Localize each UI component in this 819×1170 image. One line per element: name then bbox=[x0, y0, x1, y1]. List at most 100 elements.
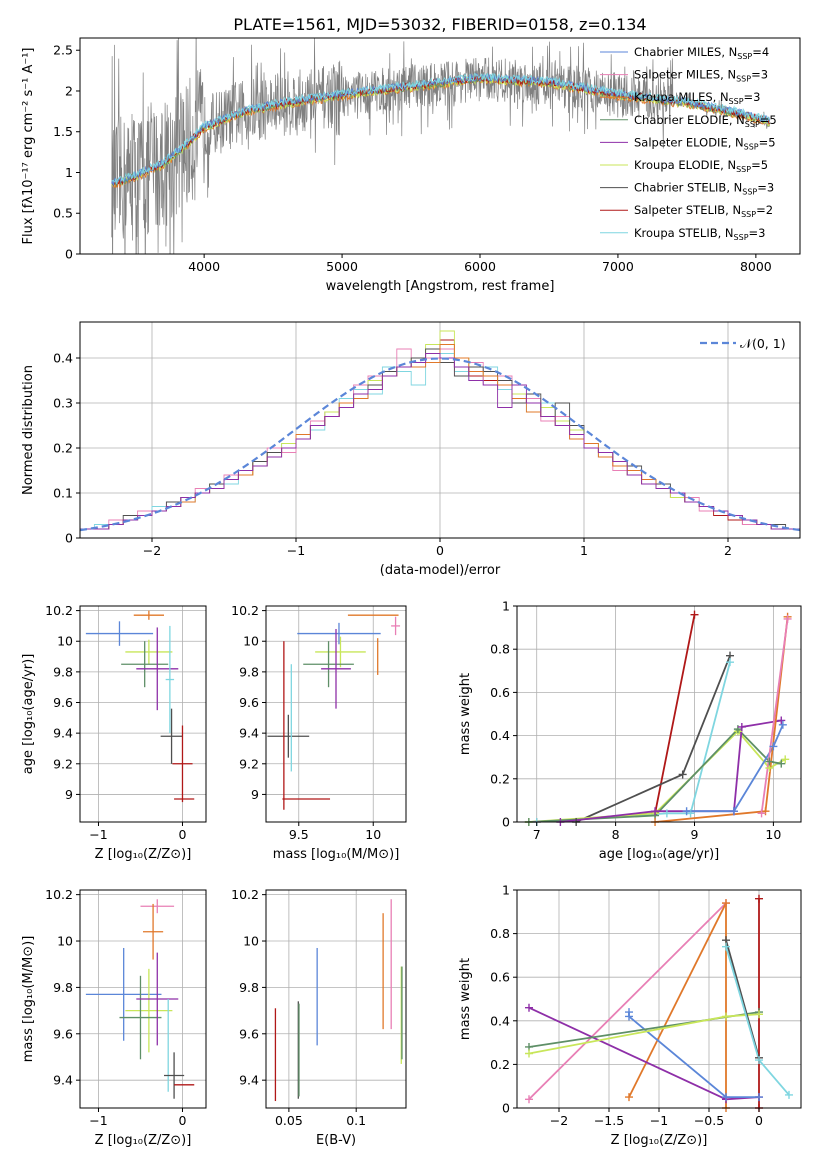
x-tick-label: 10 bbox=[365, 827, 381, 842]
x-tick-label: 9.5 bbox=[289, 827, 309, 842]
panel-mass_vs_Z: −1 0 9.4 9.6 9.8 10 10.2 Z [log₁₀(Z/Z⊙)] mass [l… bbox=[21, 887, 207, 1148]
weight-marker bbox=[525, 1003, 533, 1012]
y-tick-label: 0.6 bbox=[490, 970, 510, 985]
weight-series bbox=[528, 729, 786, 822]
y-tick-label: 9 bbox=[65, 787, 73, 802]
legend-label: Salpeter MILES, NSSP=3 bbox=[634, 68, 768, 84]
x-tick-label: 0 bbox=[436, 543, 444, 558]
weight-series bbox=[536, 661, 731, 822]
weight-series bbox=[654, 616, 789, 822]
x-tick-label: 7000 bbox=[602, 259, 634, 274]
weight-marker bbox=[525, 1095, 533, 1104]
y-tick-label: 0 bbox=[65, 247, 73, 262]
y-tick-label: 9.6 bbox=[239, 1026, 259, 1041]
y-tick-label: 10.2 bbox=[45, 887, 73, 902]
legend-label: Salpeter STELIB, NSSP=2 bbox=[634, 203, 773, 219]
x-axis-label: age [log₁₀(age/yr)] bbox=[599, 847, 720, 862]
y-tick-label: 0.8 bbox=[490, 642, 510, 657]
panel-age_vs_Z: −1 0 9 9.2 9.4 9.6 9.8 10 10.2 Z [log₁₀(Z/Z⊙)] age… bbox=[21, 603, 207, 862]
legend-label: Chabrier STELIB, NSSP=3 bbox=[634, 181, 774, 197]
x-tick-label: 0.1 bbox=[346, 1113, 366, 1128]
x-tick-label: 2 bbox=[724, 543, 732, 558]
panel-residuals: −2 −1 0 1 2 0 0.1 0.2 0.3 0.4 (data-model)/error No… bbox=[21, 321, 801, 578]
y-axis-label: mass [log₁₀(M/M⊙)] bbox=[21, 936, 36, 1063]
observed-spectrum bbox=[111, 38, 771, 254]
legend-label: 𝒩(0, 1) bbox=[740, 336, 786, 351]
y-tick-label: 10 bbox=[243, 934, 259, 949]
x-tick-label: 8000 bbox=[740, 259, 772, 274]
x-tick-label: −1 bbox=[89, 1113, 107, 1128]
y-tick-label: 9 bbox=[251, 787, 259, 802]
y-tick-label: 9.8 bbox=[239, 664, 259, 679]
axes-frame bbox=[516, 605, 802, 823]
plot-area bbox=[267, 614, 401, 810]
legend-label: Chabrier MILES, NSSP=4 bbox=[634, 45, 769, 61]
x-tick-label: −1.5 bbox=[594, 1113, 624, 1128]
x-axis-label: Z [log₁₀(Z/Z⊙)] bbox=[95, 847, 192, 862]
y-tick-label: 9.8 bbox=[53, 980, 73, 995]
legend-label: Salpeter ELODIE, NSSP=5 bbox=[634, 135, 776, 151]
weight-marker bbox=[690, 610, 699, 619]
weight-series bbox=[528, 902, 727, 1100]
y-tick-label: 10 bbox=[57, 934, 73, 949]
y-tick-label: 10.2 bbox=[231, 603, 259, 618]
y-axis-label: Flux [fλ10⁻¹⁷ erg cm⁻² s⁻¹ A⁻¹] bbox=[21, 48, 36, 245]
y-tick-label: 10.2 bbox=[45, 603, 73, 618]
plot-area bbox=[85, 899, 195, 1099]
x-tick-label: 4000 bbox=[188, 259, 220, 274]
panel-weight_vs_Z: −2 −1.5 −1 −0.5 0 0 0.2 0.4 0.6 0.8 1 Z [log₁₀(Z/Z⊙… bbox=[458, 883, 802, 1148]
y-tick-label: 9.4 bbox=[239, 1073, 259, 1088]
weight-marker bbox=[755, 1056, 763, 1065]
weight-marker bbox=[722, 899, 730, 908]
panel-spectrum: 4000 5000 6000 7000 8000 0 0.5 1 1.5 2 2.5 waveleng… bbox=[21, 37, 801, 294]
axes-frame bbox=[79, 37, 801, 255]
y-tick-label: 10 bbox=[243, 634, 259, 649]
y-tick-label: 2 bbox=[65, 83, 73, 98]
x-axis-label: Z [log₁₀(Z/Z⊙)] bbox=[95, 1133, 192, 1148]
y-tick-label: 0.4 bbox=[53, 351, 73, 366]
x-tick-label: −1 bbox=[287, 543, 305, 558]
x-tick-label: 10 bbox=[765, 827, 781, 842]
y-tick-label: 0.8 bbox=[490, 926, 510, 941]
plot-area bbox=[528, 614, 789, 822]
weight-marker bbox=[651, 807, 660, 816]
weight-marker bbox=[625, 1093, 633, 1102]
x-tick-label: 1 bbox=[580, 543, 588, 558]
x-axis-label: (data-model)/error bbox=[380, 563, 501, 578]
plot-area bbox=[85, 610, 195, 803]
gridlines bbox=[266, 890, 406, 1108]
weight-marker bbox=[662, 809, 671, 818]
x-tick-label: −1 bbox=[650, 1113, 668, 1128]
y-tick-label: 0.1 bbox=[53, 486, 73, 501]
weight-series bbox=[528, 1006, 760, 1101]
weight-marker bbox=[737, 722, 746, 731]
weight-marker bbox=[778, 720, 787, 729]
axes-frame bbox=[79, 889, 207, 1109]
axes-frame bbox=[265, 889, 407, 1109]
weight-marker bbox=[781, 755, 790, 764]
x-tick-label: 8 bbox=[612, 827, 620, 842]
y-axis-label: Normed distribution bbox=[21, 365, 36, 495]
x-axis-label: Z [log₁₀(Z/Z⊙)] bbox=[611, 1133, 708, 1148]
plot-area bbox=[274, 899, 403, 1102]
y-tick-label: 2.5 bbox=[53, 43, 73, 58]
gridlines bbox=[80, 606, 206, 822]
x-tick-label: −0.5 bbox=[694, 1113, 724, 1128]
axes-frame bbox=[265, 605, 407, 823]
x-tick-label: 0 bbox=[179, 1113, 187, 1128]
y-tick-label: 1 bbox=[502, 883, 510, 898]
y-tick-label: 0 bbox=[502, 1101, 510, 1116]
y-axis-label: mass weight bbox=[458, 958, 473, 1040]
weight-marker bbox=[525, 1049, 533, 1058]
x-axis-label: mass [log₁₀(M/M⊙)] bbox=[273, 847, 400, 862]
x-axis-label: wavelength [Angstrom, rest frame] bbox=[326, 279, 555, 294]
y-axis-label: mass weight bbox=[458, 673, 473, 755]
weight-marker bbox=[783, 614, 792, 623]
y-tick-label: 1 bbox=[502, 599, 510, 614]
x-tick-label: 6000 bbox=[464, 259, 496, 274]
x-tick-label: 7 bbox=[533, 827, 541, 842]
weight-series bbox=[575, 655, 731, 822]
weight-series bbox=[528, 1013, 760, 1055]
weight-marker bbox=[722, 942, 730, 951]
